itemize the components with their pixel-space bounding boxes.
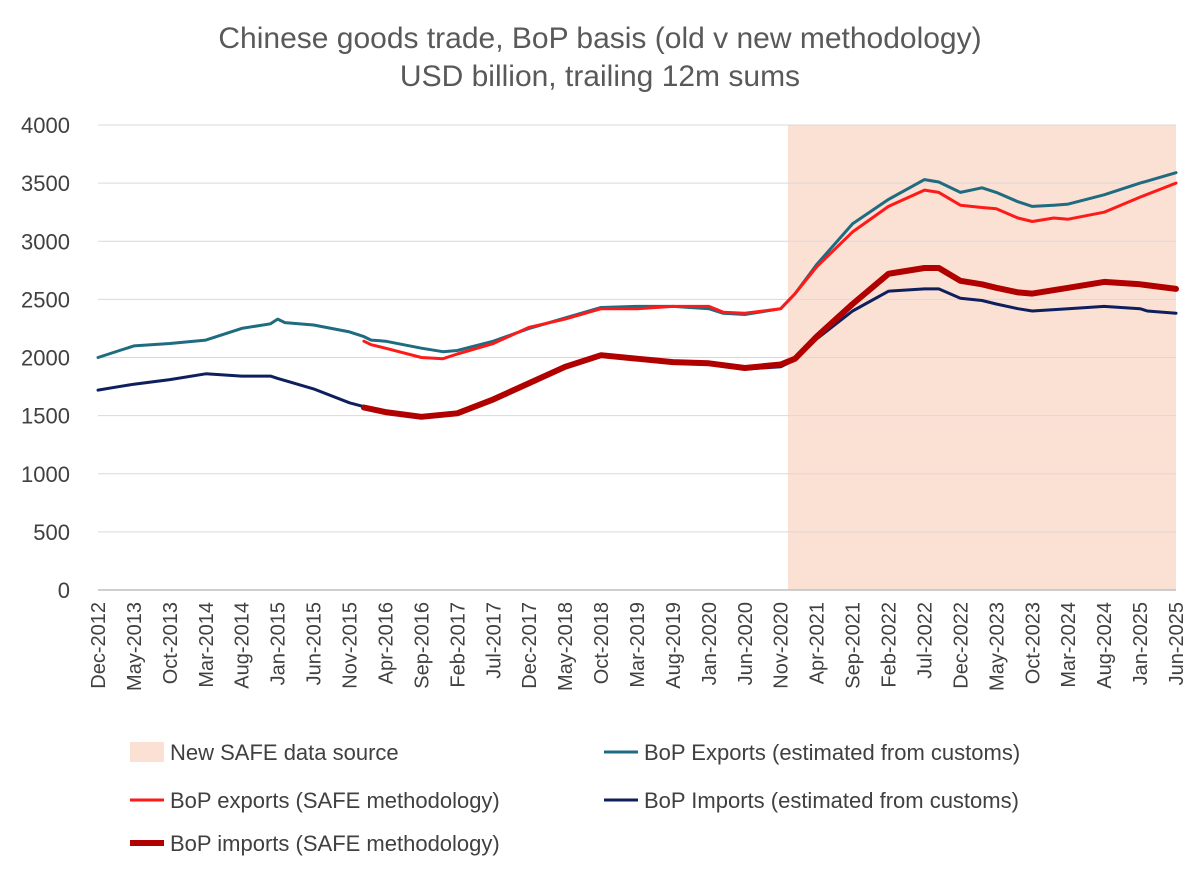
chart-title: Chinese goods trade, BoP basis (old v ne… [218,22,981,55]
x-tick-label: Apr-2016 [375,602,397,684]
y-tick-label: 2000 [21,346,70,371]
x-tick-label: Jul-2022 [914,602,936,679]
x-tick-label: Jun-2025 [1166,602,1188,685]
plot-area: 0 500 1000 1500 2000 2500 3000 3500 4000 Dec-2012… [21,113,1188,691]
x-tick-label: Aug-2019 [663,602,685,689]
y-tick-label: 4000 [21,113,70,138]
x-tick-label: Jan-2020 [699,602,721,685]
series-line-4 [360,265,1179,420]
legend: New SAFE data source BoP Exports (estimat… [130,740,1020,856]
x-tick-label: Jun-2015 [304,602,326,685]
x-tick-label: May-2023 [986,602,1008,691]
x-tick-label: Feb-2017 [447,602,469,688]
chart-subtitle: USD billion, trailing 12m sums [400,60,800,93]
legend-label: New SAFE data source [170,740,399,765]
x-tick-label: Oct-2013 [160,602,182,684]
legend-swatch [130,742,164,762]
x-tick-label: Mar-2024 [1058,602,1080,688]
x-tick-label: Apr-2021 [807,602,829,684]
x-tick-label: Aug-2014 [232,602,254,689]
y-tick-label: 2500 [21,287,70,312]
x-tick-label: Aug-2024 [1094,602,1116,689]
x-tick-label: Dec-2012 [88,602,110,689]
y-tick-label: 1000 [21,462,70,487]
x-tick-label: Mar-2014 [196,602,218,688]
y-tick-label: 3500 [21,171,70,196]
legend-label: BoP Exports (estimated from customs) [644,740,1020,765]
series-line-2 [362,181,1178,361]
x-tick-label: Sep-2021 [843,602,865,689]
x-tick-label: Dec-2017 [519,602,541,689]
legend-label: BoP Imports (estimated from customs) [644,788,1019,813]
x-tick-label: Dec-2022 [950,602,972,689]
legend-label: BoP exports (SAFE methodology) [170,788,500,813]
x-tick-label: Feb-2022 [879,602,901,688]
x-tick-label: Oct-2018 [591,602,613,684]
x-tick-label: Nov-2015 [340,602,362,689]
x-tick-label: Jan-2025 [1130,602,1152,685]
x-tick-label: Mar-2019 [627,602,649,688]
legend-label: BoP imports (SAFE methodology) [170,831,500,856]
x-tick-label: May-2013 [124,602,146,691]
y-tick-label: 0 [58,578,70,603]
x-tick-label: Jan-2015 [268,602,290,685]
x-tick-label: Oct-2023 [1022,602,1044,684]
x-tick-label: May-2018 [555,602,577,691]
y-tick-label: 3000 [21,229,70,254]
x-tick-label: Nov-2020 [771,602,793,689]
x-tick-label: Jul-2017 [483,602,505,679]
y-tick-label: 500 [33,520,70,545]
x-tick-label: Jun-2020 [735,602,757,685]
x-tick-label: Sep-2016 [411,602,433,689]
series-line-1 [96,171,1178,359]
y-tick-label: 1500 [21,404,70,429]
